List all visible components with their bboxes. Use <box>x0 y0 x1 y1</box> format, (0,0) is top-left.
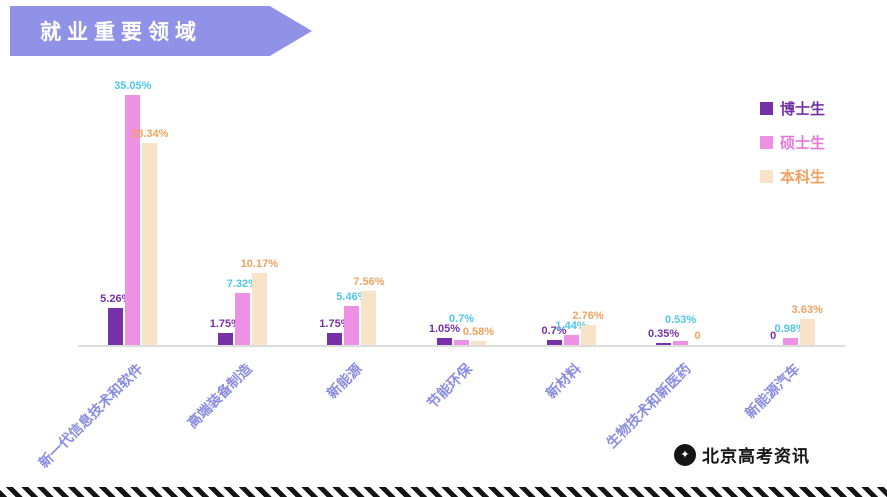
bar-chart: 5.26% 35.05% 28.34% 1.75% 7.32% 10.17% 1.75% 5.… <box>35 80 845 497</box>
bar-series-1: 7.32% <box>227 278 258 345</box>
bar-group: 0 0.98% 3.63% <box>766 304 823 345</box>
bar-value-label: 1.44% <box>555 319 587 332</box>
x-axis-label: 新一代信息技术和软件 <box>35 360 146 471</box>
bar-value-label: 0.35% <box>647 327 680 340</box>
bar-series-0: 0.35% <box>648 328 679 345</box>
bar-value-label: 1.75% <box>319 317 351 330</box>
bar-value-label: 7.32% <box>226 277 258 290</box>
legend-swatch-icon <box>759 102 773 115</box>
bar-series-2: 0.58% <box>463 326 494 345</box>
bar-series-2: 2.76% <box>572 310 604 345</box>
x-axis-label: 新材料 <box>542 360 584 402</box>
legend-swatch-icon <box>759 136 773 149</box>
watermark-text: 北京高考资讯 <box>702 447 810 466</box>
bar-series-2: 7.56% <box>353 276 385 345</box>
legend-swatch-icon <box>759 170 773 183</box>
bar-series-0: 1.05% <box>429 323 460 345</box>
bar-series-1: 0.7% <box>449 313 474 345</box>
bar-value-label: 0.58% <box>462 325 495 338</box>
bar-value-label: 1.05% <box>428 322 461 335</box>
bar-value-label: 2.76% <box>572 310 604 323</box>
bar-series-1: 0.53% <box>665 314 696 345</box>
x-axis-labels: 新一代信息技术和软件 高端装备制造 新能源 节能环保 新材料 生物技术和新医药 新能源汽车 <box>35 347 845 497</box>
bar-value-label: 0 <box>770 330 777 342</box>
bar-series-0: 1.75% <box>210 318 241 345</box>
bar-group: 0.7% 1.44% 2.76% <box>541 310 604 345</box>
bar-value-label: 0.53% <box>664 314 697 327</box>
bar-group: 1.05% 0.7% 0.58% <box>429 313 494 345</box>
bar-group: 1.75% 5.46% 7.56% <box>319 276 385 345</box>
bar-value-label: 0.98% <box>774 323 806 335</box>
bar-series-0: 1.75% <box>319 318 351 345</box>
bar-value-label: 1.75% <box>209 317 241 330</box>
title-banner: 就业重要领域 <box>10 6 312 56</box>
bar-value-label: 28.34% <box>131 127 169 140</box>
bar-series-1: 35.05% <box>114 80 151 345</box>
bar-group: 0.35% 0.53% 0 <box>648 314 705 345</box>
watermark-logo-icon: ✦ <box>674 443 696 466</box>
bar-series-1: 1.44% <box>555 320 587 345</box>
bar-group: 5.26% 35.05% 28.34% <box>100 80 168 345</box>
x-axis-label: 节能环保 <box>423 360 475 412</box>
legend-item-2: 本科生 <box>759 166 825 187</box>
legend-label: 博士生 <box>779 101 825 118</box>
bar-series-1: 5.46% <box>336 291 368 345</box>
bar-value-label: 0 <box>694 330 701 342</box>
watermark: ✦ 北京高考资讯 <box>674 442 810 467</box>
bottom-stripe-bar <box>0 487 887 497</box>
bar-series-2: 10.17% <box>241 258 278 345</box>
bar-value-label: 7.56% <box>353 276 385 289</box>
page-title: 就业重要领域 <box>40 21 202 44</box>
bar-series-1: 0.98% <box>775 323 806 345</box>
legend-label: 本科生 <box>779 169 825 186</box>
x-axis-label: 生物技术和新医药 <box>602 360 694 451</box>
legend-item-1: 硕士生 <box>759 132 825 153</box>
bar-value-label: 0.7% <box>541 325 567 337</box>
bar-value-label: 5.46% <box>336 291 368 304</box>
bar-value-label: 5.26% <box>100 292 132 305</box>
bar-series-0: 5.26% <box>100 293 131 345</box>
bar-series-2: 28.34% <box>131 128 168 345</box>
chart-legend: 博士生 硕士生 本科生 <box>759 98 825 187</box>
x-axis-label: 高端装备制造 <box>184 360 256 432</box>
bar-value-label: 0.7% <box>448 313 475 325</box>
x-axis-label: 新能源 <box>323 360 365 402</box>
x-axis-label: 新能源汽车 <box>742 360 803 422</box>
bar-series-2: 3.63% <box>792 304 823 345</box>
bar-value-label: 3.63% <box>791 304 823 317</box>
bar-series-0: 0.7% <box>541 325 567 345</box>
bar-chart-groups: 5.26% 35.05% 28.34% 1.75% 7.32% 10.17% 1.75% 5.… <box>78 80 845 347</box>
legend-label: 硕士生 <box>779 135 825 152</box>
bar-value-label: 35.05% <box>114 80 152 92</box>
legend-item-0: 博士生 <box>759 98 825 119</box>
bar-value-label: 10.17% <box>240 257 278 270</box>
bar-group: 1.75% 7.32% 10.17% <box>210 258 278 345</box>
